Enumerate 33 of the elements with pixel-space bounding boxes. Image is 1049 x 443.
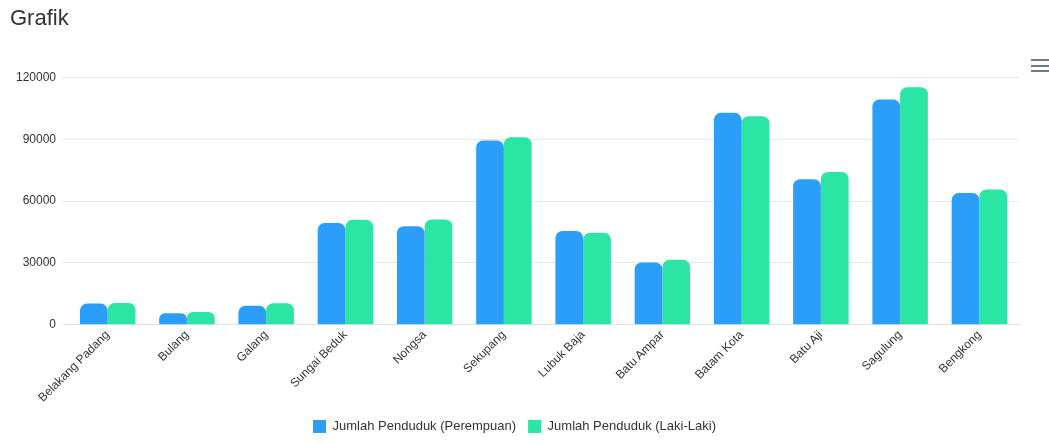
bar bbox=[662, 259, 691, 325]
y-tick-label: 120000 bbox=[16, 69, 57, 84]
bar bbox=[793, 179, 821, 325]
legend-label: Jumlah Penduduk (Laki-Laki) bbox=[547, 418, 716, 434]
bar bbox=[503, 137, 532, 325]
bar bbox=[634, 262, 663, 325]
bar bbox=[186, 312, 215, 325]
y-tick-label: 60000 bbox=[22, 193, 57, 208]
bar bbox=[159, 313, 187, 325]
bar bbox=[951, 193, 980, 325]
legend-label: Jumlah Penduduk (Perempuan) bbox=[332, 418, 517, 434]
bar bbox=[820, 172, 849, 325]
y-tick-label: 30000 bbox=[22, 255, 57, 270]
bar bbox=[555, 231, 584, 325]
y-tick-label: 0 bbox=[49, 317, 57, 332]
bar bbox=[424, 219, 453, 325]
bar bbox=[872, 99, 901, 325]
bar bbox=[713, 112, 742, 325]
bar bbox=[396, 226, 425, 325]
bar bbox=[317, 222, 346, 325]
bar bbox=[979, 189, 1008, 325]
x-tick-label: Batu Aji bbox=[786, 327, 826, 367]
bar bbox=[583, 232, 611, 325]
bar bbox=[79, 303, 108, 325]
bar bbox=[345, 219, 374, 325]
bar bbox=[107, 302, 136, 325]
bar bbox=[476, 140, 504, 325]
chart-title: Grafik bbox=[10, 5, 70, 31]
bar bbox=[741, 116, 770, 325]
bar bbox=[266, 303, 294, 325]
bar bbox=[238, 305, 267, 325]
bar bbox=[900, 87, 928, 325]
y-tick-label: 90000 bbox=[22, 131, 57, 146]
